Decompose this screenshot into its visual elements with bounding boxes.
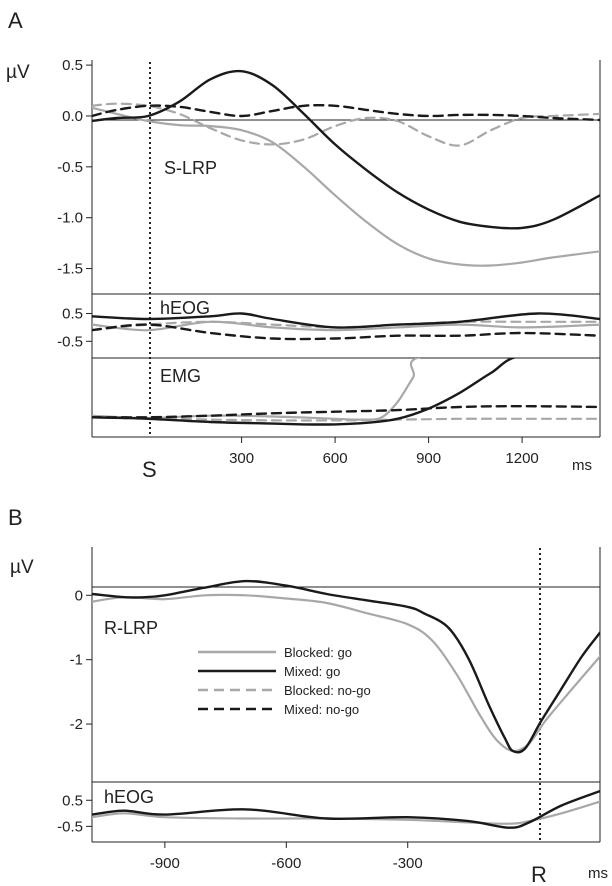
series-a-s-lrp-mixed-no-go bbox=[92, 104, 600, 122]
panel-a-heog-label: hEOG bbox=[160, 298, 210, 318]
legend-label-mixed-no-go: Mixed: no-go bbox=[284, 702, 359, 717]
x-tick-label: 300 bbox=[229, 450, 254, 467]
panel-b-frame bbox=[91, 547, 601, 843]
y-tick-label: -1.5 bbox=[57, 261, 83, 278]
series-a-heog-blocked-go bbox=[92, 320, 600, 332]
panel-b-x-ticks: -900 -600 -300 bbox=[150, 842, 423, 872]
series-a-emg-blocked-no-go bbox=[92, 416, 600, 422]
y-tick-label: -0.5 bbox=[57, 159, 83, 176]
x-tick-label: 900 bbox=[416, 450, 441, 467]
y-tick-label: 0.5 bbox=[62, 305, 83, 322]
panel-a-y-ticks: 0.5 0.0 -0.5 -1.0 -1.5 bbox=[57, 57, 92, 278]
x-tick-label: -600 bbox=[271, 855, 301, 872]
x-tick-label: 1200 bbox=[505, 450, 538, 467]
y-tick-label: -1.0 bbox=[57, 210, 83, 227]
series-b-heog-blocked-go bbox=[92, 800, 600, 825]
series-b-r-lrp-blocked-go bbox=[92, 593, 600, 753]
panel-b-heog-series bbox=[92, 789, 600, 829]
panel-b-y-ticks: 0 -1 -2 bbox=[70, 587, 92, 733]
panel-b-heog-y-ticks: 0.5 -0.5 bbox=[57, 792, 92, 835]
panel-a-heog-series bbox=[92, 312, 600, 341]
panel-a-letter: A bbox=[8, 8, 23, 33]
panel-a-emg-series bbox=[92, 358, 600, 426]
panel-a-s-lrp-series bbox=[92, 69, 600, 267]
series-a-heog-mixed-no-go bbox=[92, 323, 600, 341]
legend: Blocked: go Mixed: go Blocked: no-go Mixed:… bbox=[198, 645, 371, 717]
series-a-s-lrp-blocked-no-go bbox=[92, 102, 600, 147]
panel-a-frame bbox=[91, 60, 601, 438]
y-tick-label: 0.0 bbox=[62, 108, 83, 125]
panel-a-y-unit: µV bbox=[6, 62, 30, 83]
panel-b-r-lrp-label: R-LRP bbox=[104, 618, 158, 638]
series-a-s-lrp-blocked-go bbox=[92, 106, 600, 267]
panel-b-r-lrp-series bbox=[92, 579, 600, 754]
legend-label-blocked-go: Blocked: go bbox=[284, 645, 352, 660]
legend-label-blocked-no-go: Blocked: no-go bbox=[284, 683, 371, 698]
y-tick-label: 0 bbox=[75, 587, 83, 604]
panel-b-y-unit: µV bbox=[10, 557, 34, 578]
series-a-emg-mixed-go bbox=[92, 358, 517, 426]
panel-a-s-lrp-label: S-LRP bbox=[164, 158, 217, 178]
series-a-emg-mixed-no-go bbox=[92, 405, 600, 419]
y-tick-label: 0.5 bbox=[62, 792, 83, 809]
y-tick-label: -0.5 bbox=[57, 333, 83, 350]
y-tick-label: -2 bbox=[70, 716, 83, 733]
series-b-heog-mixed-go bbox=[92, 789, 600, 829]
panel-a-x-ticks: 300 600 900 1200 bbox=[229, 437, 539, 467]
series-b-r-lrp-mixed-go bbox=[92, 579, 600, 754]
y-tick-label: -0.5 bbox=[57, 818, 83, 835]
response-marker-label: R bbox=[531, 862, 547, 886]
series-a-heog-mixed-go bbox=[92, 312, 600, 329]
panel-a-heog-y-ticks: 0.5 -0.5 bbox=[57, 305, 92, 350]
panel-b-letter: B bbox=[8, 505, 23, 530]
panel-b-heog-label: hEOG bbox=[104, 787, 154, 807]
stimulus-marker-label: S bbox=[142, 457, 157, 482]
y-tick-label: -1 bbox=[70, 652, 83, 669]
panel-a-emg-label: EMG bbox=[160, 366, 201, 386]
panel-b-x-unit: ms bbox=[588, 865, 608, 882]
y-tick-label: 0.5 bbox=[62, 57, 83, 74]
x-tick-label: 600 bbox=[323, 450, 348, 467]
x-tick-label: -300 bbox=[393, 855, 423, 872]
x-tick-label: -900 bbox=[150, 855, 180, 872]
series-a-emg-blocked-go bbox=[92, 358, 422, 421]
legend-label-mixed-go: Mixed: go bbox=[284, 664, 340, 679]
panel-a-x-unit: ms bbox=[572, 457, 592, 474]
